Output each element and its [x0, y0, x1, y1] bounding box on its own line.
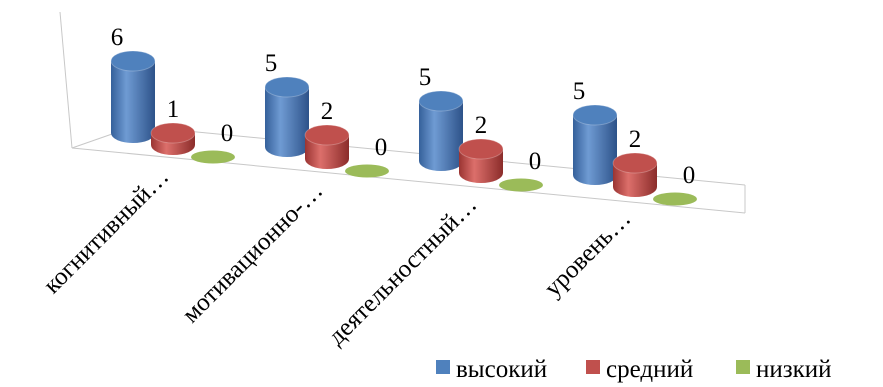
legend-item-высокий: высокий [436, 356, 547, 383]
legend-swatch [436, 360, 450, 374]
back-wall-edge [59, 11, 73, 149]
legend-label: высокий [456, 356, 547, 383]
bar-низкий-1 [191, 150, 235, 164]
bar-низкий-4 [653, 192, 697, 206]
data-labels-group: 6 1 0 5 2 0 5 2 0 5 2 0 [111, 24, 696, 189]
legend-item-низкий: низкий [736, 356, 832, 383]
bar-высокий-2 [264, 76, 310, 157]
legend-swatch [586, 360, 600, 374]
legend-label: средний [606, 356, 693, 383]
data-label-низкий-3: 0 [529, 148, 542, 175]
data-label-низкий-1: 0 [221, 120, 234, 147]
data-label-высокий-1: 6 [111, 24, 124, 51]
bar-средний-1 [150, 122, 196, 155]
data-label-низкий-4: 0 [683, 162, 696, 189]
data-label-средний-3: 2 [475, 112, 488, 139]
bar-средний-2 [304, 124, 350, 169]
data-label-низкий-2: 0 [375, 134, 388, 161]
legend: высокий средний низкий [436, 356, 832, 383]
bars-group [110, 50, 697, 206]
category-label-3: деятельностный… [323, 191, 482, 350]
bar-высокий-4 [572, 104, 618, 185]
legend-label: низкий [756, 356, 832, 383]
category-label-4: уровень… [539, 205, 636, 302]
bar-средний-3 [458, 138, 504, 183]
data-label-средний-1: 1 [167, 96, 180, 123]
data-label-высокий-2: 5 [265, 50, 278, 77]
bar-низкий-3 [499, 178, 543, 192]
bar-средний-4 [612, 152, 658, 197]
data-label-средний-2: 2 [321, 98, 334, 125]
data-label-высокий-4: 5 [573, 78, 586, 105]
data-label-средний-4: 2 [629, 126, 642, 153]
bar-высокий-1 [110, 50, 156, 143]
legend-swatch [736, 360, 750, 374]
bar-низкий-2 [345, 164, 389, 178]
category-labels-group: когнитивный… мотивационно-…деятельностный… [38, 163, 636, 350]
floor-front-edge [71, 147, 746, 214]
category-label-1: когнитивный… [38, 163, 174, 299]
category-label-2: мотивационно-… [177, 177, 328, 328]
legend-item-средний: средний [586, 356, 693, 383]
data-label-высокий-3: 5 [419, 64, 432, 91]
bar-высокий-3 [418, 90, 464, 171]
